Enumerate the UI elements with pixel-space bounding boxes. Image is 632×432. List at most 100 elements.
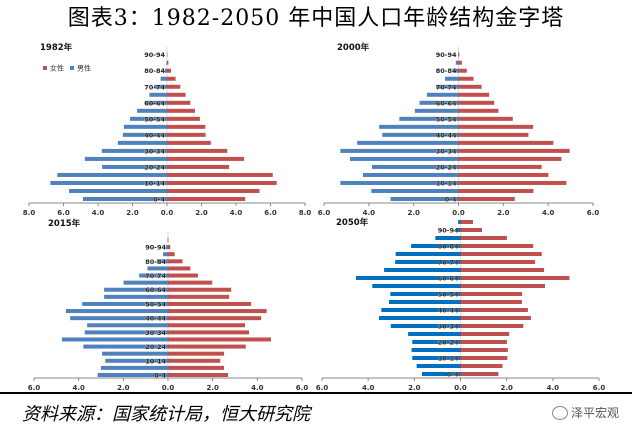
bar-male-45-49: [123, 124, 167, 129]
x-tick-label: 2.0: [497, 209, 510, 217]
bar-male-50-54: [399, 116, 459, 121]
x-tick-label: 0.0: [161, 209, 174, 217]
bar-female-35-39: [460, 316, 531, 320]
bar-male-0-4: [390, 197, 459, 201]
bar-female-30-34: [168, 330, 250, 335]
bar-female-90-94: [458, 52, 460, 57]
x-tick-label: 4.0: [542, 209, 555, 217]
age-label: 0-4: [154, 372, 166, 380]
age-label: 90-94: [145, 244, 166, 252]
bar-female-80-84: [460, 244, 534, 248]
bar-male-5-9: [101, 365, 168, 370]
x-tick-label: 4.0: [92, 209, 105, 217]
bar-male-85-89: [435, 236, 461, 240]
bar-male-5-9: [69, 188, 167, 193]
bar-male-20-24: [371, 164, 459, 169]
bar-male-35-39: [87, 323, 168, 328]
bar-male-55-59: [137, 108, 167, 113]
x-tick-label: 4.0: [230, 209, 243, 217]
bar-male-10-14: [50, 180, 167, 185]
bar-male-60-64: [104, 287, 168, 292]
age-label: 60-64: [144, 99, 165, 107]
bar-male-50-54: [130, 116, 167, 121]
bar-male-20-24: [83, 344, 168, 349]
age-label: 60-64: [145, 286, 166, 294]
legend-female-label: 女性: [50, 64, 64, 73]
x-tick-label: 2.0: [126, 209, 139, 217]
age-label: 50-54: [438, 291, 459, 299]
bar-male-65-69: [149, 92, 167, 97]
bar-male-10-14: [340, 180, 459, 185]
bar-male-35-39: [117, 140, 167, 145]
bar-female-10-14: [168, 358, 221, 363]
bar-male-65-69: [426, 92, 459, 97]
bar-male-0-4: [97, 373, 168, 377]
bar-male-80-84: [164, 68, 167, 73]
bar-male-65-69: [123, 280, 168, 285]
bar-female-45-49: [167, 124, 206, 129]
bar-male-30-34: [390, 324, 461, 328]
bar-male-50-54: [82, 301, 168, 306]
bar-male-85-89: [163, 252, 168, 257]
x-tick-label: 0.0: [454, 384, 467, 392]
bar-female-15-19: [460, 348, 508, 352]
bar-male-30-34: [340, 148, 459, 153]
bar-female-45-49: [458, 124, 534, 129]
bar-female-40-44: [168, 316, 262, 321]
watermark: 泽平宏观: [552, 404, 619, 421]
panel-title: 2050年: [336, 217, 369, 228]
bar-female-25-29: [167, 156, 245, 161]
bar-female-60-64: [168, 287, 232, 292]
age-label: 70-74: [438, 259, 459, 267]
bar-male-30-34: [84, 330, 168, 335]
figure-title: 图表3：1982-2050 年中国人口年龄结构金字塔: [67, 6, 565, 31]
bar-male-70-74: [139, 273, 168, 278]
bar-female-90-94: [168, 245, 171, 250]
age-label: 40-44: [436, 131, 457, 139]
x-tick-label: 6.0: [593, 384, 606, 392]
bar-female-65-69: [458, 92, 490, 97]
bar-male-25-29: [84, 156, 167, 161]
bar-female-45-49: [460, 300, 522, 304]
age-label: 90-94: [144, 51, 165, 59]
bar-female-85-89: [460, 236, 507, 240]
bar-female-5-9: [167, 188, 260, 193]
bar-female-65-69: [167, 92, 186, 97]
bar-female-80-84: [458, 68, 467, 73]
age-label: 30-34: [438, 323, 459, 331]
bar-female-15-19: [168, 351, 225, 356]
bar-female-40-44: [458, 132, 529, 137]
bar-male-85-89: [166, 60, 167, 65]
age-label: 30-34: [436, 147, 457, 155]
x-tick-label: 2.0: [500, 384, 513, 392]
x-tick-label: 6.0: [316, 384, 329, 392]
bar-female-20-24: [167, 164, 230, 169]
bar-female-90-94: [460, 228, 482, 232]
bar-male-40-44: [381, 308, 461, 312]
bar-female-35-39: [168, 323, 246, 328]
bar-male-75-79: [445, 76, 459, 81]
age-label: 10-14: [438, 355, 459, 363]
bar-male-20-24: [412, 340, 461, 344]
x-tick-label: 4.0: [547, 384, 560, 392]
bar-female-15-19: [458, 172, 549, 177]
bar-female-75-79: [167, 76, 176, 81]
bar-female-0-4: [168, 373, 229, 377]
bar-male-90-94: [165, 245, 168, 250]
bar-female-75-79: [168, 266, 191, 271]
age-label: 50-54: [144, 115, 165, 123]
bar-male-15-19: [363, 172, 459, 177]
x-tick-label: 6.0: [318, 209, 331, 217]
legend-male-swatch: [70, 66, 74, 70]
x-tick-label: 2.0: [408, 384, 421, 392]
bar-female-70-74: [168, 273, 198, 278]
bar-female-25-29: [168, 337, 271, 342]
bar-male-40-44: [70, 316, 168, 321]
panel-title: 2015年: [48, 218, 81, 229]
bar-male-40-44: [382, 132, 459, 137]
bar-female-85-89: [458, 60, 462, 65]
age-label: 30-34: [145, 329, 166, 337]
age-label: 70-74: [144, 83, 165, 91]
bar-female-55-59: [458, 108, 499, 113]
bar-male-80-84: [452, 68, 459, 73]
